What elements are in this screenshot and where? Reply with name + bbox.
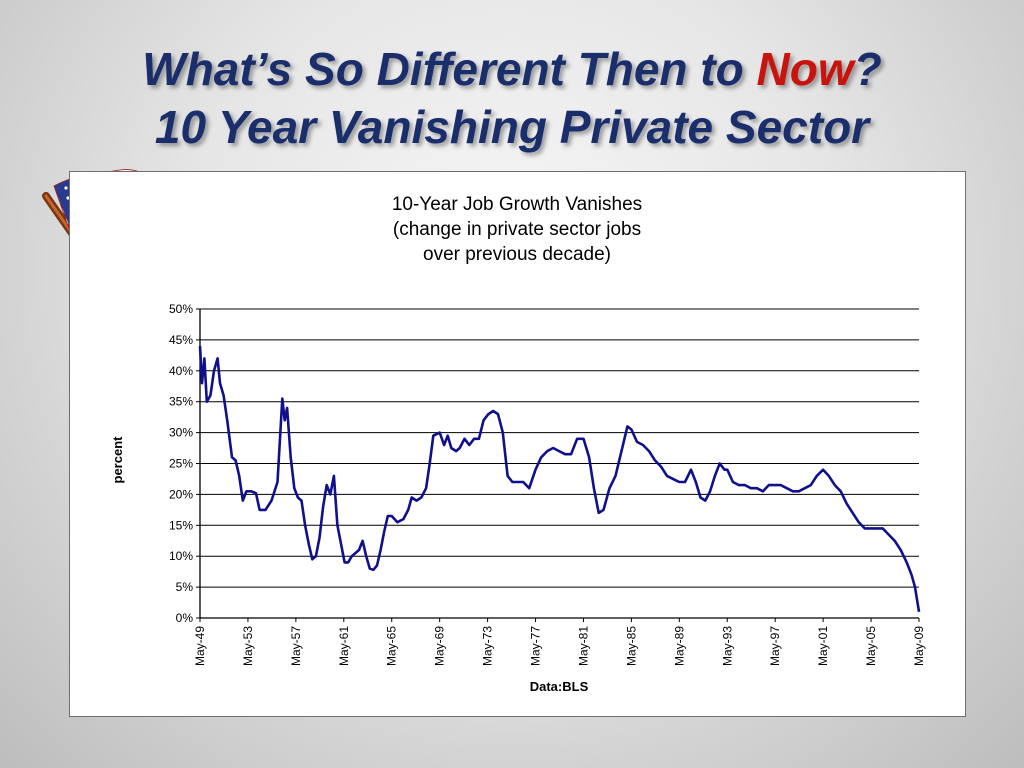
y-tick-label: 20% (169, 487, 193, 501)
title-accent-word: Now (756, 43, 854, 95)
gridlines (200, 308, 919, 588)
x-tick-label: May-01 (816, 626, 830, 666)
line-chart: 10-Year Job Growth Vanishes (change in p… (110, 194, 926, 694)
slide-title-line-2: 10 Year Vanishing Private Sector (154, 101, 870, 153)
x-tick-label: May-49 (193, 626, 207, 666)
y-tick-label: 0% (176, 611, 194, 625)
x-tick-label: May-09 (912, 626, 926, 666)
x-tick-label: May-85 (624, 626, 638, 666)
slide-title-line-1: What’s So Different Then to Now? (0, 40, 1024, 98)
y-axis-title: percent (110, 436, 125, 484)
x-tick-label: May-61 (337, 626, 351, 666)
title-prefix: What’s So Different Then to (142, 43, 757, 95)
y-tick-label: 30% (169, 426, 193, 440)
series-group (198, 346, 921, 613)
chart-title-line-1: 10-Year Job Growth Vanishes (392, 194, 642, 215)
y-tick-label: 15% (169, 518, 193, 532)
chart-panel: 10-Year Job Growth Vanishes (change in p… (69, 171, 966, 717)
series-line (198, 346, 921, 613)
x-tick-label: May-73 (481, 626, 495, 666)
y-tick-label: 5% (176, 580, 194, 594)
x-axis-ticks: May-49 May-53 May-57 May-61 May-65 May-69 May-… (193, 618, 926, 666)
x-tick-label: May-97 (768, 626, 782, 666)
chart-title-line-3: over previous decade) (423, 244, 611, 265)
x-axis-title: Data:BLS (530, 679, 589, 694)
y-tick-label: 50% (169, 302, 193, 316)
chart-title: 10-Year Job Growth Vanishes (change in p… (392, 194, 642, 265)
y-tick-label: 25% (169, 457, 193, 471)
x-tick-label: May-53 (241, 626, 255, 666)
title-suffix: ? (853, 43, 882, 95)
x-tick-label: May-89 (672, 626, 686, 666)
x-tick-label: May-69 (433, 626, 447, 666)
y-tick-label: 10% (169, 549, 193, 563)
y-tick-label: 40% (169, 364, 193, 378)
x-tick-label: May-57 (289, 626, 303, 666)
y-tick-label: 35% (169, 395, 193, 409)
x-tick-label: May-65 (385, 626, 399, 666)
chart-title-line-2: (change in private sector jobs (393, 219, 641, 240)
y-tick-label: 45% (169, 333, 193, 347)
x-tick-label: May-77 (529, 626, 543, 666)
y-axis-ticks: 0% 5% 10% 15% 20% 25% 30% 35% 40% 45% 50% (169, 302, 200, 625)
x-tick-label: May-05 (864, 626, 878, 666)
x-tick-label: May-93 (720, 626, 734, 666)
slide-title: What’s So Different Then to Now? 10 Year… (0, 40, 1024, 156)
x-tick-label: May-81 (576, 626, 590, 666)
